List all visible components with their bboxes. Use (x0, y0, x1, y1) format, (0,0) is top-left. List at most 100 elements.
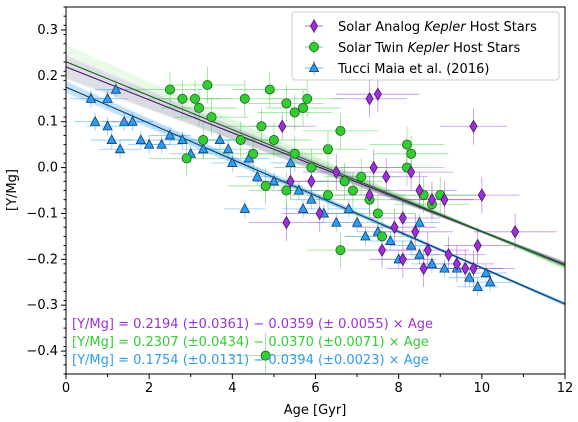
fit-label-twin: [Y/Mg] = 0.2307 (±0.0434) − 0.0370 (±0.0… (72, 335, 429, 350)
data-markers (85, 79, 520, 361)
legend-label-twin: Solar Twin Kepler Host Stars (338, 41, 520, 56)
fit-line-tucci (66, 86, 565, 305)
data-point-twin (268, 135, 279, 146)
y-tick-label: 0.2 (37, 69, 58, 84)
data-point-twin (248, 148, 259, 159)
data-point-tucci (464, 271, 475, 282)
data-point-twin (401, 139, 412, 150)
data-point-tucci (156, 138, 167, 149)
y-tick-label: −0.3 (26, 298, 58, 313)
legend-label-tucci: Tucci Maia et al. (2016) (337, 62, 489, 77)
data-point-analog (477, 188, 486, 202)
data-point-twin (239, 93, 250, 104)
data-point-twin (281, 98, 292, 109)
data-point-analog (315, 206, 324, 221)
data-point-twin (198, 135, 209, 146)
data-point-twin (289, 148, 300, 159)
data-point-tucci (484, 276, 496, 287)
data-point-twin (335, 245, 346, 256)
data-point-twin (189, 93, 200, 104)
data-point-tucci (164, 129, 176, 140)
data-point-twin (339, 176, 350, 187)
data-point-analog (407, 165, 416, 179)
data-point-tucci (110, 83, 122, 94)
fit-label-analog: [Y/Mg] = 0.2194 (±0.0361) − 0.0359 (± 0.… (72, 317, 433, 332)
legend: Solar Analog Kepler Host Stars Solar Twi… (291, 11, 560, 81)
data-point-tucci (227, 157, 238, 167)
data-point-twin (289, 107, 300, 118)
legend-marker-analog (309, 19, 319, 33)
data-point-tucci (405, 239, 417, 250)
fit-label-tucci: [Y/Mg] = 0.1754 (±0.0131) − 0.0394 (±0.0… (72, 353, 429, 368)
data-point-tucci (360, 230, 371, 241)
data-point-tucci (385, 235, 396, 245)
data-point-analog (307, 174, 316, 189)
data-point-analog (332, 165, 341, 179)
x-axis-label: Age [Gyr] (284, 403, 347, 418)
data-point-twin (164, 84, 175, 95)
data-point-tucci (480, 267, 492, 278)
data-point-twin (206, 112, 217, 123)
data-point-tucci (102, 120, 113, 131)
legend-marker-tucci (308, 62, 320, 72)
legend-box (291, 11, 560, 81)
data-point-analog (398, 252, 407, 267)
data-point-tucci (414, 216, 425, 227)
data-point-tucci (197, 143, 209, 154)
data-point-twin (181, 153, 192, 164)
data-point-analog (469, 119, 478, 134)
data-point-analog (419, 261, 428, 276)
x-tick-label: 0 (62, 381, 70, 396)
data-point-tucci (222, 143, 234, 154)
data-point-twin (194, 102, 205, 113)
data-point-tucci (472, 280, 483, 291)
data-point-twin (406, 148, 417, 159)
data-point-tucci (414, 248, 425, 259)
y-axis-label: [Y/Mg] (5, 169, 20, 211)
data-point-analog (423, 243, 432, 257)
data-point-twin (377, 231, 388, 242)
data-point-analog (373, 87, 382, 101)
data-point-twin (306, 162, 317, 173)
data-point-twin (281, 185, 292, 196)
data-point-twin (177, 93, 188, 104)
data-point-twin (235, 135, 246, 146)
data-point-twin (372, 208, 383, 219)
data-point-tucci (85, 92, 97, 103)
data-point-tucci (343, 203, 355, 213)
data-point-tucci (268, 175, 280, 186)
data-point-twin (298, 102, 309, 113)
data-point-analog (282, 215, 291, 230)
data-point-analog (461, 261, 470, 276)
data-point-analog (278, 119, 287, 134)
legend-marker-twin (308, 42, 319, 53)
axis-ticks: 0 2 4 6 8 10 12 −0.4 −0.3 −0.2 −0.1 0.0 0.1 0.2 0.3 (26, 6, 573, 396)
data-point-analog (415, 183, 424, 198)
data-point-analog (398, 211, 407, 225)
data-point-analog (377, 243, 387, 257)
data-point-tucci (143, 138, 155, 149)
x-tick-label: 10 (474, 381, 491, 396)
y-tick-label: −0.1 (26, 206, 58, 221)
data-point-twin (302, 93, 313, 104)
data-point-tucci (331, 216, 342, 227)
data-point-twin (202, 79, 213, 90)
y-tick-label: 0.1 (37, 115, 58, 130)
y-tick-label: −0.4 (26, 344, 58, 359)
data-point-tucci (297, 203, 309, 213)
data-point-twin (347, 185, 358, 196)
legend-label-analog: Solar Analog Kepler Host Stars (338, 20, 537, 35)
data-point-analog (390, 220, 399, 234)
data-point-tucci (351, 216, 363, 227)
x-tick-label: 4 (228, 381, 236, 396)
data-point-tucci (285, 157, 296, 167)
data-point-tucci (89, 115, 101, 126)
data-point-twin (335, 125, 346, 136)
data-point-tucci (239, 203, 251, 213)
data-point-tucci (106, 134, 118, 145)
data-point-analog (427, 192, 436, 207)
data-point-analog (365, 91, 374, 106)
data-point-tucci (114, 143, 126, 154)
